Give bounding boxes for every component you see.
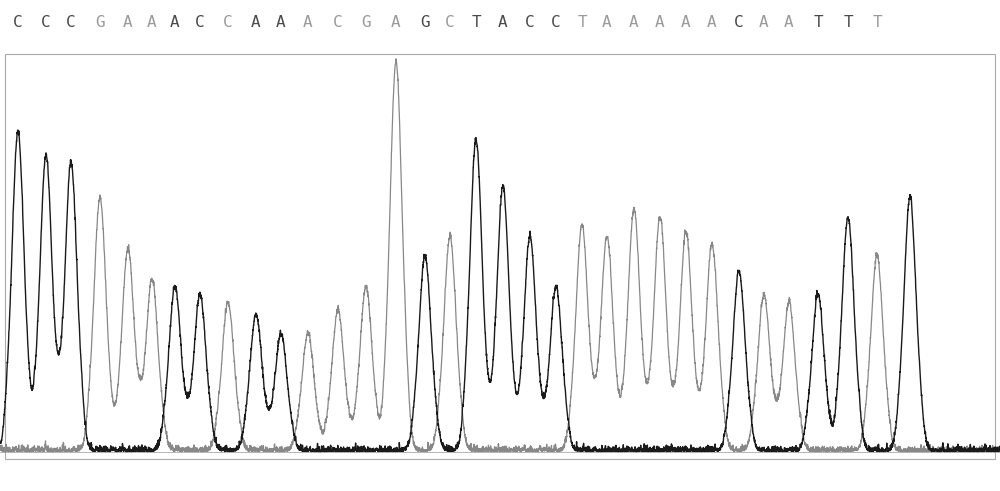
Text: C: C <box>223 15 233 29</box>
Text: T: T <box>471 15 481 29</box>
Text: T: T <box>577 15 587 29</box>
Bar <box>5 54 995 459</box>
Text: A: A <box>251 15 261 29</box>
Text: T: T <box>843 15 853 29</box>
Text: G: G <box>420 15 430 29</box>
Text: A: A <box>655 15 665 29</box>
Text: A: A <box>602 15 612 29</box>
Text: C: C <box>66 15 76 29</box>
Text: A: A <box>784 15 794 29</box>
Text: C: C <box>41 15 51 29</box>
Text: A: A <box>391 15 401 29</box>
Text: A: A <box>681 15 691 29</box>
Text: A: A <box>629 15 639 29</box>
Text: A: A <box>170 15 180 29</box>
Text: A: A <box>147 15 157 29</box>
Text: C: C <box>734 15 744 29</box>
Text: A: A <box>123 15 133 29</box>
Text: C: C <box>551 15 561 29</box>
Text: C: C <box>525 15 535 29</box>
Text: A: A <box>498 15 508 29</box>
Text: A: A <box>276 15 286 29</box>
Text: G: G <box>361 15 371 29</box>
Text: C: C <box>13 15 23 29</box>
Text: G: G <box>95 15 105 29</box>
Text: C: C <box>195 15 205 29</box>
Text: A: A <box>303 15 313 29</box>
Text: A: A <box>707 15 717 29</box>
Text: C: C <box>333 15 343 29</box>
Text: T: T <box>872 15 882 29</box>
Text: A: A <box>759 15 769 29</box>
Text: C: C <box>445 15 455 29</box>
Text: T: T <box>813 15 823 29</box>
